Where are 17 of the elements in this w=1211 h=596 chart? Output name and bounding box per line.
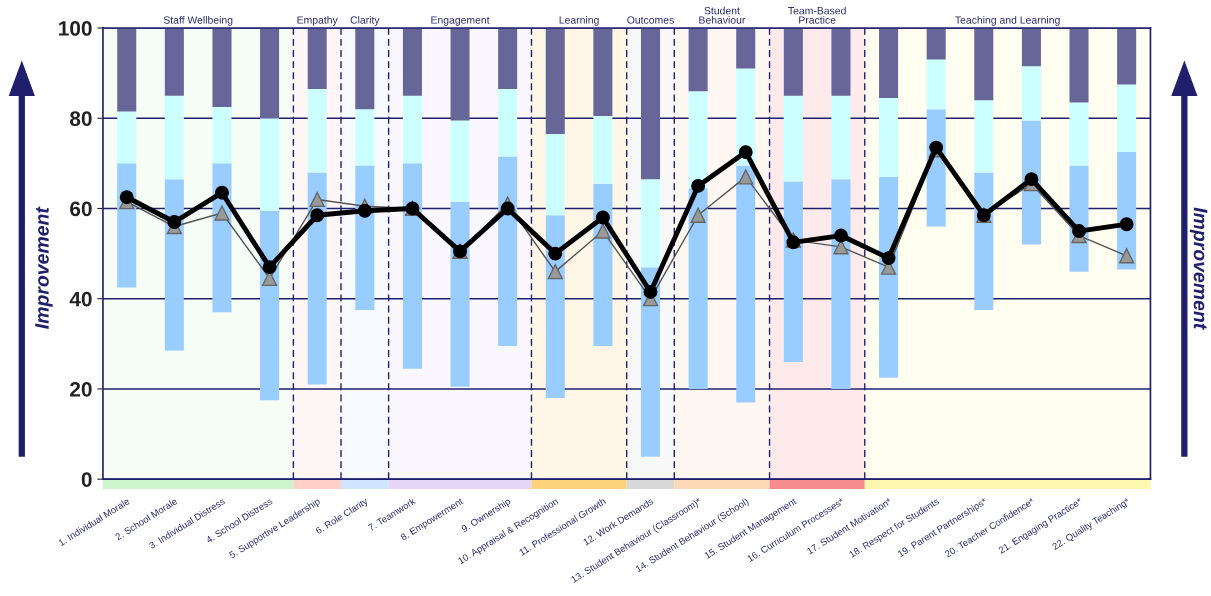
band-label: Engagement (431, 16, 490, 26)
y-tick-label: 60 (70, 201, 92, 217)
band-label: Student Behaviour (699, 6, 746, 24)
band-label: Empathy (297, 16, 338, 26)
text: Improvement (1189, 207, 1208, 330)
y-tick-label: 0 (81, 472, 92, 487)
y-tick-label: 100 (59, 21, 92, 36)
y-tick-label: 80 (70, 111, 92, 126)
band-label: Learning (559, 16, 599, 26)
band-label: Teaching and Learning (955, 16, 1060, 26)
y-tick-label: 40 (69, 291, 92, 307)
band-label: Staff Wellbeing (163, 16, 233, 26)
band-label: Outcomes (627, 16, 674, 24)
text: Improvement (35, 206, 53, 329)
band-label: Team-Based Practice (788, 6, 846, 24)
band-label: Clarity (350, 16, 380, 26)
y-tick-label: 20 (70, 381, 92, 397)
